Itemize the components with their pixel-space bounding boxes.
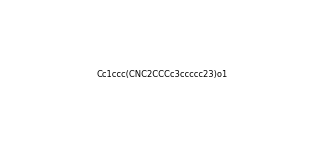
Text: Cc1ccc(CNC2CCCc3ccccc23)o1: Cc1ccc(CNC2CCCc3ccccc23)o1 — [97, 70, 228, 79]
